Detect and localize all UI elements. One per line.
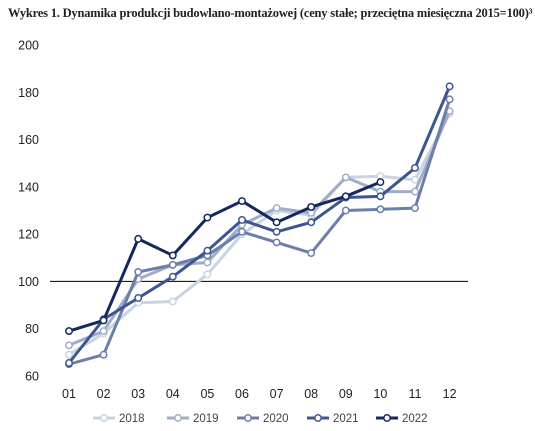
data-point-2019 [341,173,350,182]
data-point-2019 [203,258,212,267]
data-point-2021 [203,246,212,255]
legend-marker [100,414,108,422]
legend-item-2018: 2018 [93,413,145,425]
y-tick-label: 200 [18,39,39,53]
y-tick-label: 180 [18,86,39,100]
data-point-2022 [168,251,177,260]
data-point-2021 [411,163,419,172]
data-point-2021 [272,227,281,236]
series-2021 [65,82,454,367]
legend-label: 2020 [263,413,289,425]
series-line-2021 [67,84,452,365]
data-point-2022 [65,327,73,336]
legend: 2018 2019 2020 2021 2022 [93,413,428,425]
y-tick-label: 100 [18,275,39,289]
data-point-2020 [238,227,246,236]
x-tick-label: 12 [443,387,457,401]
legend-marker [314,414,322,422]
data-point-2019 [272,204,281,213]
data-point-2020 [445,95,454,104]
series-2019 [65,107,454,350]
data-point-2021 [445,82,454,91]
data-point-2021 [134,294,143,302]
data-point-2022 [238,197,246,205]
x-tick-label: 06 [235,387,249,401]
data-point-2019 [65,341,73,350]
data-point-2021 [238,216,246,224]
x-tick-label: 11 [409,387,422,401]
data-point-2020 [307,249,316,258]
series-line-2022 [67,180,382,333]
data-point-2020 [134,268,143,276]
series-line-2019 [67,109,452,347]
data-point-2022 [99,316,108,325]
series-line-2018 [67,112,452,357]
legend-item-2020: 2020 [237,413,289,425]
data-point-2022 [307,203,316,211]
data-point-2018 [203,270,212,279]
data-point-2022 [203,213,212,222]
y-axis: 60 80 100 120 140 160 180 200 [18,39,39,384]
x-tick-label: 03 [131,387,145,401]
chart-title: Wykres 1. Dynamika produkcji budowlano-m… [8,6,533,20]
x-tick-label: 01 [62,387,76,401]
data-point-2022 [134,234,143,243]
data-point-2019 [99,327,108,336]
series-2020 [65,95,454,369]
data-point-2022 [376,178,385,187]
legend-item-2019: 2019 [167,413,219,425]
data-point-2020 [411,204,419,213]
series-group [65,82,454,369]
legend-item-2021: 2021 [307,413,359,425]
legend-marker [244,414,252,422]
y-tick-label: 120 [18,228,39,242]
x-tick-label: 08 [304,387,318,401]
data-point-2019 [411,187,419,196]
legend-label: 2019 [193,413,219,425]
data-point-2022 [272,218,281,227]
legend-item-2022: 2022 [376,413,428,425]
x-tick-label: 10 [373,387,387,401]
x-axis: 01 02 03 04 05 06 07 08 09 10 11 12 [62,387,457,401]
data-point-2021 [65,359,73,367]
data-point-2018 [65,350,73,359]
legend-label: 2022 [402,413,428,425]
series-line-2020 [67,97,452,366]
data-point-2020 [168,260,177,269]
data-point-2020 [376,205,385,214]
y-tick-label: 160 [18,133,39,147]
x-tick-label: 05 [200,387,214,401]
data-point-2020 [272,238,281,247]
legend-marker [383,414,391,422]
legend-label: 2018 [119,413,145,425]
series-2018 [65,109,454,359]
legend-label: 2021 [333,413,359,425]
y-tick-label: 80 [25,322,39,336]
y-tick-label: 140 [18,180,39,194]
data-point-2021 [307,218,316,227]
data-point-2020 [99,350,108,359]
data-point-2018 [411,175,419,184]
x-tick-label: 07 [270,387,284,401]
data-point-2021 [168,272,177,281]
x-tick-label: 02 [97,387,111,401]
x-tick-label: 09 [339,387,353,401]
data-point-2018 [168,297,177,306]
series-2022 [65,178,385,336]
data-point-2020 [341,206,350,215]
y-tick-label: 60 [25,370,39,384]
x-tick-label: 04 [166,387,180,401]
data-point-2022 [341,192,350,201]
data-point-2021 [376,192,385,201]
legend-marker [174,414,182,422]
